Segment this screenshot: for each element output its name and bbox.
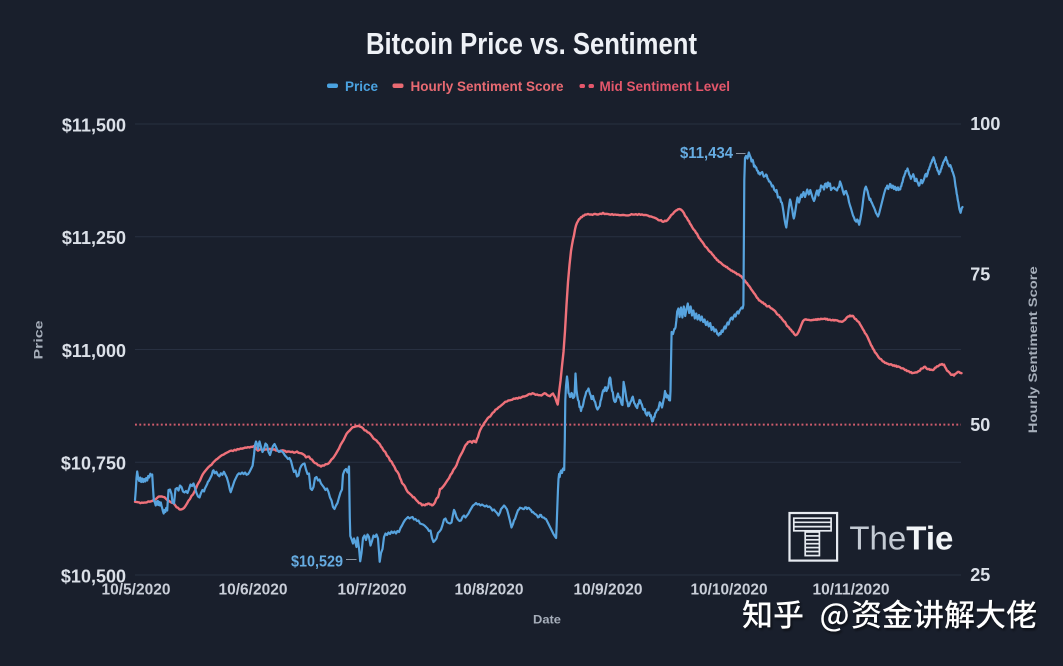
svg-text:Date: Date: [533, 613, 561, 627]
svg-text:$11,500: $11,500: [62, 115, 126, 135]
svg-text:10/7/2020: 10/7/2020: [338, 582, 407, 599]
svg-text:50: 50: [970, 415, 990, 435]
svg-text:100: 100: [970, 114, 1000, 134]
svg-text:Hourly Sentiment Score: Hourly Sentiment Score: [411, 79, 565, 94]
svg-text:$10,750: $10,750: [61, 454, 126, 474]
svg-text:10/9/2020: 10/9/2020: [574, 582, 643, 599]
svg-text:Bitcoin Price vs. Sentiment: Bitcoin Price vs. Sentiment: [366, 26, 697, 61]
svg-text:TheTie: TheTie: [849, 520, 953, 557]
svg-text:75: 75: [970, 264, 990, 284]
svg-text:10/11/2020: 10/11/2020: [813, 582, 890, 599]
svg-text:10/6/2020: 10/6/2020: [219, 582, 288, 599]
svg-text:$10,529: $10,529: [291, 554, 343, 571]
svg-text:$10,500: $10,500: [61, 566, 126, 586]
svg-text:Price: Price: [345, 79, 379, 94]
svg-text:Mid Sentiment Level: Mid Sentiment Level: [600, 79, 731, 94]
svg-text:Hourly Sentiment Score: Hourly Sentiment Score: [1026, 266, 1040, 433]
svg-text:10/5/2020: 10/5/2020: [102, 582, 171, 599]
svg-text:Price: Price: [32, 320, 46, 359]
svg-text:$11,000: $11,000: [62, 341, 126, 361]
svg-text:10/8/2020: 10/8/2020: [455, 582, 524, 599]
svg-text:25: 25: [970, 565, 990, 585]
svg-text:$11,250: $11,250: [62, 228, 126, 248]
svg-text:10/10/2020: 10/10/2020: [691, 582, 768, 599]
svg-text:$11,434: $11,434: [680, 145, 733, 162]
